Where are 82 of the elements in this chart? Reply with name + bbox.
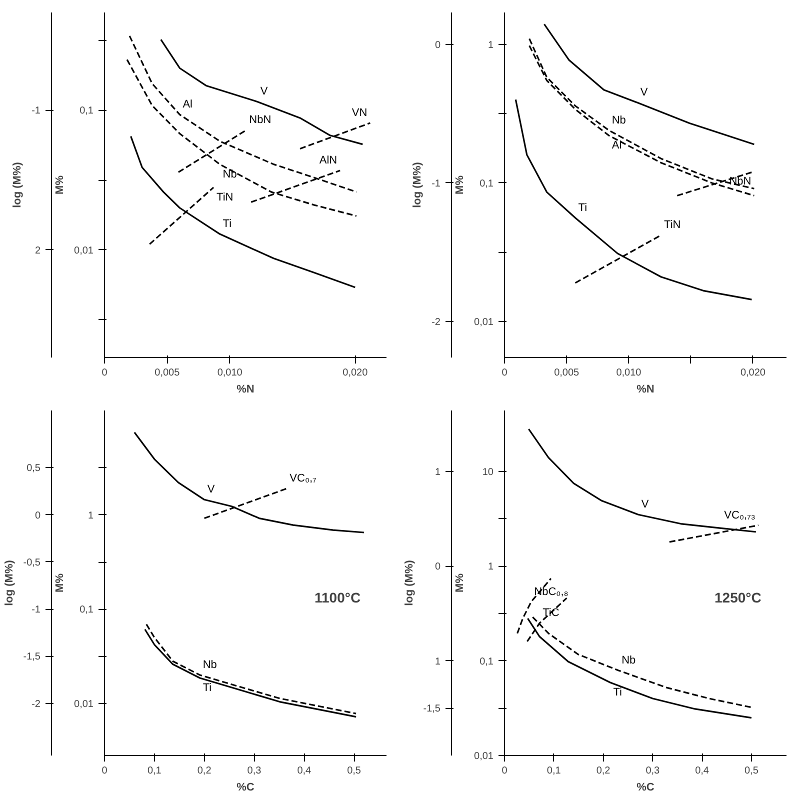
annotation: 1100°C bbox=[314, 590, 361, 606]
x-tick-label: 0,005 bbox=[554, 368, 580, 378]
series-label: Ti bbox=[613, 686, 622, 699]
series-label: NbN bbox=[249, 114, 272, 126]
x-tick-label: 0,010 bbox=[616, 368, 642, 378]
x-tick-label: 0,3 bbox=[247, 766, 262, 776]
x-tick-label: 0 bbox=[102, 368, 108, 378]
x-axis-title: %C bbox=[636, 782, 654, 794]
y2-tick-label: -1 bbox=[32, 106, 41, 117]
series-label: V bbox=[260, 86, 268, 98]
x-tick-label: 0,3 bbox=[646, 766, 660, 776]
y-axis-title: M% bbox=[54, 573, 66, 592]
y2-axis-title: log (M%) bbox=[403, 560, 416, 606]
x-tick-label: 0,4 bbox=[695, 766, 710, 776]
y-tick-label: 0,01 bbox=[474, 317, 494, 328]
y2-tick-label: 0,5 bbox=[26, 463, 41, 474]
series-label: VC₀,₇₃ bbox=[724, 509, 756, 522]
series-label: NbC₀,₈ bbox=[534, 586, 568, 598]
y2-tick-label: -1 bbox=[32, 604, 41, 616]
y2-tick-label: 1 bbox=[434, 656, 441, 668]
x-tick-label: 0,5 bbox=[744, 766, 759, 776]
y2-tick-label: 2 bbox=[34, 245, 41, 256]
series-label: Ti bbox=[578, 202, 588, 214]
y2-tick-label: -1 bbox=[432, 178, 441, 190]
series-label: Nb bbox=[622, 654, 636, 667]
x-tick-label: 0,1 bbox=[546, 766, 562, 776]
x-tick-label: 0,2 bbox=[596, 766, 611, 776]
x-tick-label: 0,1 bbox=[147, 766, 162, 776]
y-axis-title: M% bbox=[454, 175, 466, 194]
series-label: V bbox=[640, 86, 648, 99]
series-label: Al bbox=[182, 98, 192, 111]
y2-axis-title: log (M%) bbox=[12, 162, 24, 208]
annotation: 1250°C bbox=[714, 590, 762, 606]
y-tick-label: 0,1 bbox=[480, 178, 494, 190]
x-axis-title: %N bbox=[236, 384, 254, 396]
y2-tick-label: 0 bbox=[434, 562, 441, 573]
series-label: V bbox=[641, 498, 650, 511]
y2-tick-label: -1,5 bbox=[423, 704, 441, 715]
x-tick-label: 0,005 bbox=[154, 368, 180, 378]
y-tick-label: 0,01 bbox=[74, 698, 94, 710]
y2-tick-label: -2 bbox=[32, 698, 41, 710]
y-tick-label: 0,1 bbox=[480, 656, 494, 668]
y-tick-label: 10 bbox=[482, 466, 494, 478]
y2-axis-title: log (M%) bbox=[3, 560, 16, 606]
y2-tick-label: 0 bbox=[434, 40, 441, 51]
y-tick-label: 0,01 bbox=[474, 751, 494, 762]
y2-tick-label: -1,5 bbox=[23, 652, 41, 663]
x-tick-label: 0,4 bbox=[297, 766, 312, 776]
series-label: Ti bbox=[222, 218, 232, 230]
x-tick-label: 0 bbox=[102, 766, 108, 776]
x-tick-label: 0 bbox=[502, 368, 508, 378]
x-axis-title: %N bbox=[636, 384, 654, 396]
x-axis-title: %C bbox=[236, 782, 254, 794]
y2-tick-label: 1 bbox=[434, 466, 441, 478]
y2-tick-label: 0 bbox=[34, 510, 41, 522]
y-tick-label: 0,1 bbox=[80, 106, 94, 117]
y-tick-label: 1 bbox=[488, 562, 494, 573]
series-label: VN bbox=[352, 106, 368, 119]
series-label: V bbox=[207, 484, 216, 496]
y-tick-label: 1 bbox=[488, 40, 494, 51]
series-label: Nb bbox=[612, 114, 626, 126]
y2-tick-label: -2 bbox=[432, 316, 441, 328]
series-label: Ti bbox=[202, 682, 212, 694]
x-tick-label: 0,5 bbox=[347, 766, 362, 776]
series-label: Nb bbox=[202, 659, 217, 672]
x-tick-label: 0 bbox=[502, 766, 508, 776]
x-tick-label: 0,010 bbox=[217, 368, 243, 378]
series-label: VC₀,₇ bbox=[290, 472, 317, 485]
series-label: TiN bbox=[216, 191, 234, 204]
y-tick-label: 0,1 bbox=[80, 604, 94, 616]
series-label: AlN bbox=[319, 154, 338, 167]
y-axis-title: M% bbox=[454, 573, 466, 592]
x-tick-label: 0,2 bbox=[197, 766, 212, 776]
x-tick-label: 0,020 bbox=[740, 368, 766, 378]
y-tick-label: 1 bbox=[88, 510, 94, 522]
y2-tick-label: -0,5 bbox=[23, 557, 41, 568]
y2-axis-title: log (M%) bbox=[412, 162, 424, 208]
y-axis-title: M% bbox=[54, 175, 66, 194]
y-tick-label: 0,01 bbox=[74, 245, 94, 256]
series-label: Al bbox=[612, 140, 622, 152]
x-tick-label: 0,020 bbox=[342, 368, 368, 378]
series-label: TiN bbox=[664, 219, 681, 232]
